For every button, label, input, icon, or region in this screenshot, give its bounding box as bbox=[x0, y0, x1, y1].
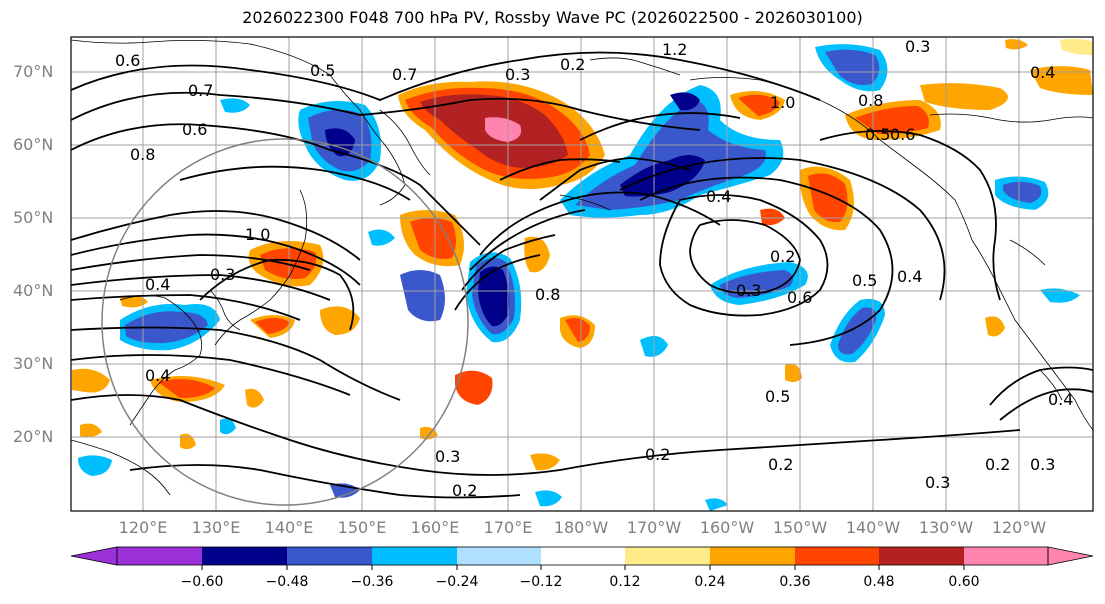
contour-label: 0.6 bbox=[182, 120, 207, 139]
colorbar-segment bbox=[795, 547, 879, 565]
lat-label-60n: 60°N bbox=[13, 135, 54, 154]
colorbar-segment bbox=[457, 547, 541, 565]
colorbar-tick: 0.36 bbox=[779, 574, 811, 590]
contour-label: 0.6 bbox=[890, 125, 915, 144]
lon-label: 120°E bbox=[118, 518, 168, 537]
contour-label: 0.4 bbox=[897, 267, 922, 286]
contour-label: 0.8 bbox=[535, 285, 560, 304]
contour-label: 0.4 bbox=[1030, 63, 1055, 82]
colorbar bbox=[70, 546, 1094, 570]
lon-label: 160°W bbox=[699, 518, 755, 537]
map-frame bbox=[70, 36, 1094, 512]
colorbar-tick: −0.12 bbox=[519, 574, 563, 590]
contour-label: 0.5 bbox=[852, 271, 877, 290]
contour-label: 0.4 bbox=[145, 366, 170, 385]
lat-label-70n: 70°N bbox=[13, 62, 54, 81]
pv-anomaly-shading bbox=[72, 38, 1093, 511]
colorbar-tick: −0.48 bbox=[265, 574, 309, 590]
reference-circle bbox=[101, 138, 469, 506]
lon-label: 140°E bbox=[264, 518, 314, 537]
lon-label: 170°W bbox=[626, 518, 682, 537]
colorbar-tick: 0.48 bbox=[863, 574, 895, 590]
colorbar-low-extend bbox=[70, 546, 118, 566]
colorbar-tick: 0.24 bbox=[694, 574, 726, 590]
contour-label: 0.2 bbox=[770, 247, 795, 266]
contour-label: 0.6 bbox=[787, 288, 812, 307]
contour-label: 0.4 bbox=[706, 187, 731, 206]
lat-label-40n: 40°N bbox=[13, 281, 54, 300]
contour-label: 0.3 bbox=[736, 281, 761, 300]
contour-label: 0.5 bbox=[765, 387, 790, 406]
colorbar-high-extend bbox=[1047, 546, 1094, 566]
contour-label: 0.3 bbox=[210, 265, 235, 284]
contour-label: 0.2 bbox=[645, 445, 670, 464]
contour-label: 0.8 bbox=[858, 91, 883, 110]
colorbar-tick: −0.60 bbox=[180, 574, 224, 590]
lon-label: 160°E bbox=[410, 518, 460, 537]
lon-label: 150°E bbox=[337, 518, 387, 537]
contour-label: 0.5 bbox=[310, 61, 335, 80]
lon-label: 150°W bbox=[772, 518, 828, 537]
colorbar-segment bbox=[710, 547, 795, 565]
lon-label: 180°W bbox=[553, 518, 609, 537]
contour-label: 0.2 bbox=[768, 455, 793, 474]
lat-label-30n: 30°N bbox=[13, 354, 54, 373]
contour-label: 0.3 bbox=[435, 447, 460, 466]
lon-label: 130°E bbox=[191, 518, 241, 537]
contour-label: 0.5 bbox=[865, 125, 890, 144]
contour-labels: 0.6 0.5 0.7 0.6 0.8 0.7 0.3 0.2 1.2 0.3 … bbox=[115, 37, 1073, 500]
map-title: 2026022300 F048 700 hPa PV, Rossby Wave … bbox=[242, 8, 863, 27]
contour-label: 1.0 bbox=[245, 225, 270, 244]
colorbar-segment bbox=[625, 547, 710, 565]
colorbar-segment bbox=[372, 547, 457, 565]
contour-label: 0.4 bbox=[145, 275, 170, 294]
colorbar-segment bbox=[287, 547, 372, 565]
lon-label: 170°E bbox=[483, 518, 533, 537]
lon-label: 140°W bbox=[845, 518, 901, 537]
lon-label: 130°W bbox=[918, 518, 974, 537]
colorbar-tick: −0.36 bbox=[350, 574, 394, 590]
colorbar-tick: 0.60 bbox=[948, 574, 980, 590]
contour-label: 0.7 bbox=[392, 65, 417, 84]
colorbar-segment bbox=[964, 547, 1048, 565]
contour-label: 0.2 bbox=[985, 455, 1010, 474]
colorbar-segment bbox=[117, 547, 202, 565]
contour-label: 0.3 bbox=[925, 473, 950, 492]
contour-label: 0.6 bbox=[115, 51, 140, 70]
colorbar-segment bbox=[202, 547, 287, 565]
pv-contours bbox=[71, 51, 1093, 499]
colorbar-tick: −0.24 bbox=[435, 574, 479, 590]
contour-label: 0.2 bbox=[452, 481, 477, 500]
colorbar-tick: 0.12 bbox=[609, 574, 641, 590]
colorbar-segment bbox=[541, 547, 625, 565]
lat-label-20n: 20°N bbox=[13, 427, 54, 446]
contour-label: 0.2 bbox=[560, 55, 585, 74]
contour-label: 0.8 bbox=[130, 145, 155, 164]
contour-label: 0.3 bbox=[1030, 455, 1055, 474]
contour-label: 1.2 bbox=[662, 40, 687, 59]
contour-label: 0.4 bbox=[1048, 390, 1073, 409]
contour-label: 0.7 bbox=[188, 81, 213, 100]
contour-label: 0.3 bbox=[505, 65, 530, 84]
contour-label: 0.3 bbox=[905, 37, 930, 56]
coastlines bbox=[71, 39, 1093, 496]
contour-label: 1.0 bbox=[770, 93, 795, 112]
lon-label: 120°W bbox=[991, 518, 1047, 537]
lat-label-50n: 50°N bbox=[13, 208, 54, 227]
colorbar-segment bbox=[879, 547, 964, 565]
